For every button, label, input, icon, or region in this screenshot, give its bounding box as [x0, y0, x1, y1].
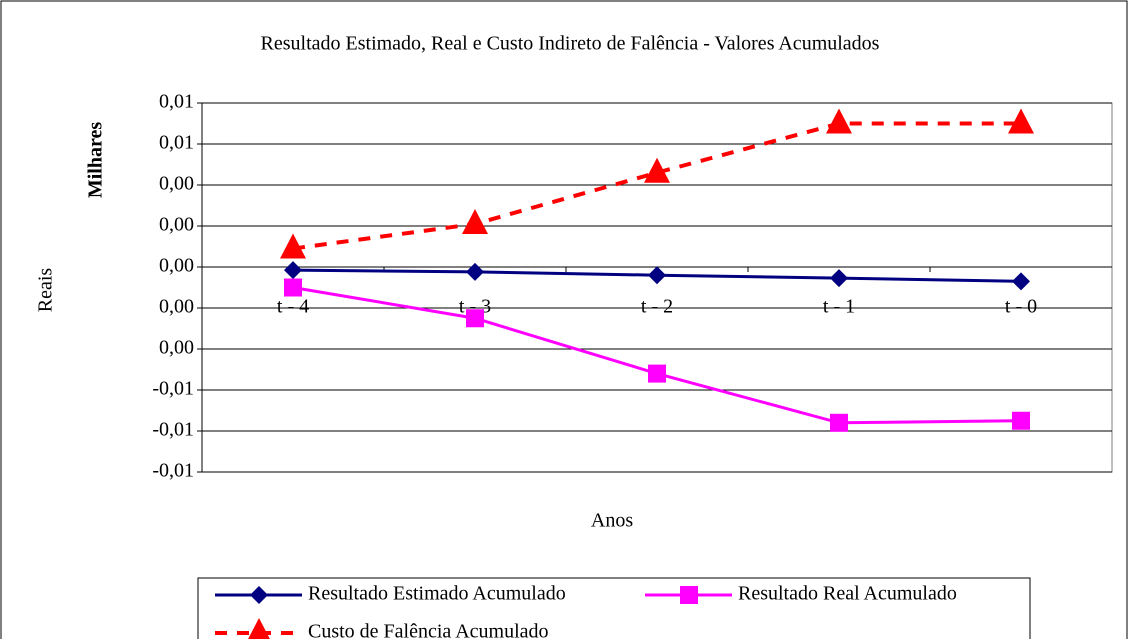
legend-marker: [248, 618, 270, 639]
y-axis-label: Reais: [35, 268, 57, 313]
marker: [284, 278, 302, 297]
marker: [826, 108, 852, 134]
y-tick-label: 0,00: [159, 173, 194, 195]
marker: [284, 261, 302, 280]
y-tick-label: 0,01: [159, 91, 194, 113]
legend: [197, 577, 1031, 639]
y-tick-label: 0,00: [159, 214, 194, 236]
legend-label: Resultado Real Acumulado: [738, 583, 957, 605]
x-axis-label: Anos: [591, 510, 633, 532]
x-tick-label: t - 0: [1005, 296, 1037, 318]
y-tick-label: -0,01: [152, 378, 194, 400]
legend-marker: [250, 586, 268, 604]
y-tick-label: -0,01: [152, 460, 194, 482]
marker: [462, 208, 488, 234]
series-line: [292, 121, 1021, 251]
y-tick-label: -0,01: [152, 419, 194, 441]
y-axis-unit: Milhares: [85, 122, 107, 199]
marker: [1012, 411, 1030, 430]
marker: [830, 269, 848, 288]
y-tick-label: 0,00: [159, 337, 194, 359]
marker: [830, 413, 848, 432]
x-tick-label: t - 2: [641, 296, 673, 318]
marker: [1012, 272, 1030, 291]
y-tick-label: 0,01: [159, 132, 194, 154]
marker: [466, 309, 484, 328]
marker: [644, 157, 670, 183]
marker: [1008, 108, 1034, 134]
x-tick-label: t - 4: [277, 296, 309, 318]
marker: [280, 233, 306, 259]
legend-label: Resultado Estimado Acumulado: [308, 583, 566, 605]
marker: [648, 364, 666, 383]
x-tick-label: t - 1: [823, 296, 855, 318]
y-tick-label: 0,00: [159, 296, 194, 318]
marker: [648, 266, 666, 285]
chart-title: Resultado Estimado, Real e Custo Indiret…: [261, 33, 880, 55]
marker: [466, 262, 484, 281]
legend-label: Custo de Falência Acumulado: [308, 621, 549, 639]
y-tick-label: 0,00: [159, 255, 194, 277]
legend-marker: [680, 586, 698, 604]
